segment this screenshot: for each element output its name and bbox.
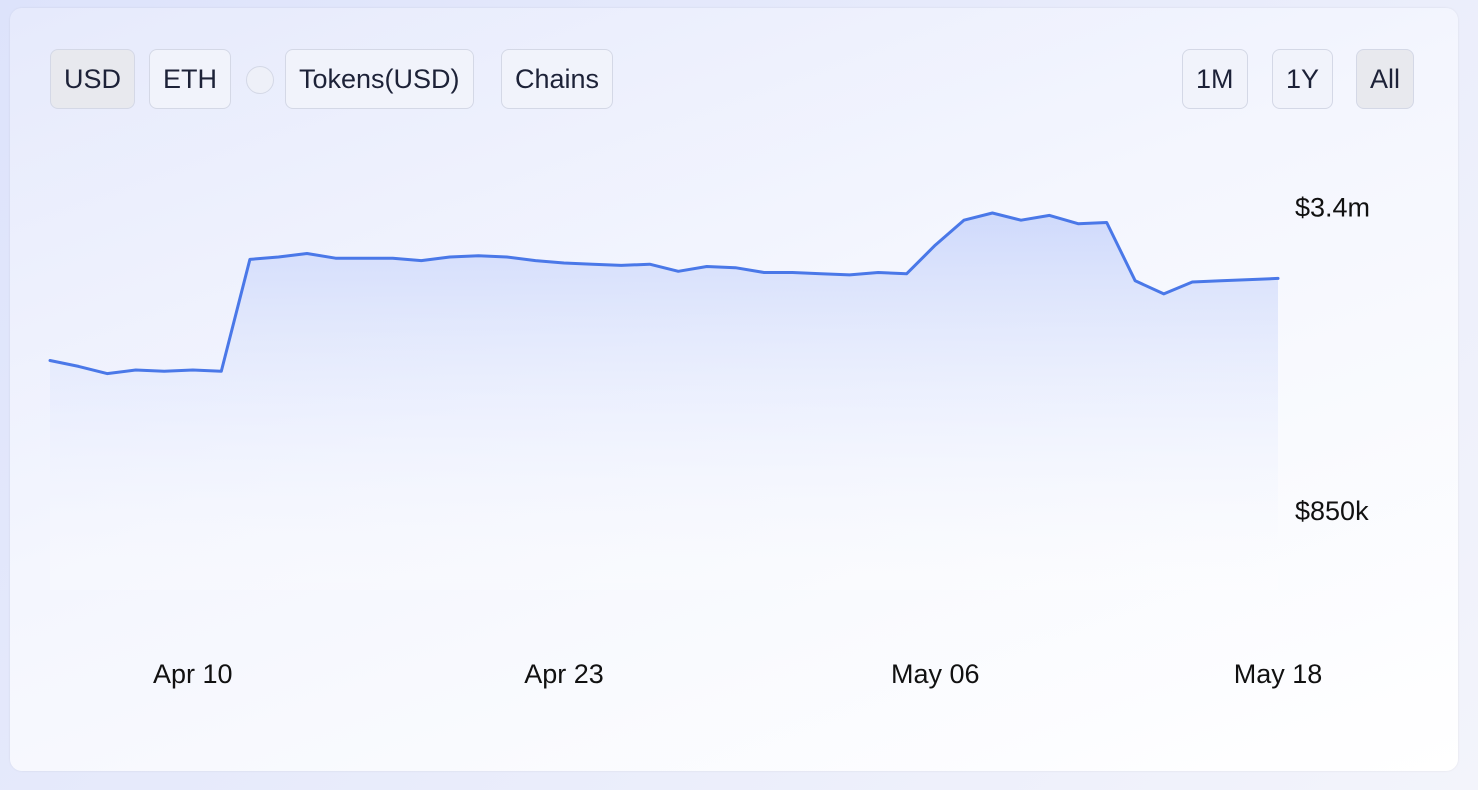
eth-button[interactable]: ETH: [149, 49, 231, 109]
all-button[interactable]: All: [1356, 49, 1415, 109]
toggle[interactable]: [246, 66, 274, 94]
y-tick-label: $3.4m: [1295, 193, 1370, 223]
chains-button[interactable]: Chains: [501, 49, 614, 109]
area: [50, 213, 1278, 590]
1y-button[interactable]: 1Y: [1272, 49, 1334, 109]
y-tick-label: $850k: [1295, 496, 1369, 526]
tokens-button[interactable]: Tokens(USD): [285, 49, 474, 109]
x-tick-label: Apr 23: [524, 659, 604, 689]
x-tick-label: May 18: [1234, 659, 1323, 689]
x-tick-label: Apr 10: [153, 659, 233, 689]
line: [48, 211, 1280, 376]
x-tick-label: May 06: [891, 659, 980, 689]
usd-button[interactable]: USD: [50, 49, 136, 109]
1m-button[interactable]: 1M: [1182, 49, 1248, 109]
